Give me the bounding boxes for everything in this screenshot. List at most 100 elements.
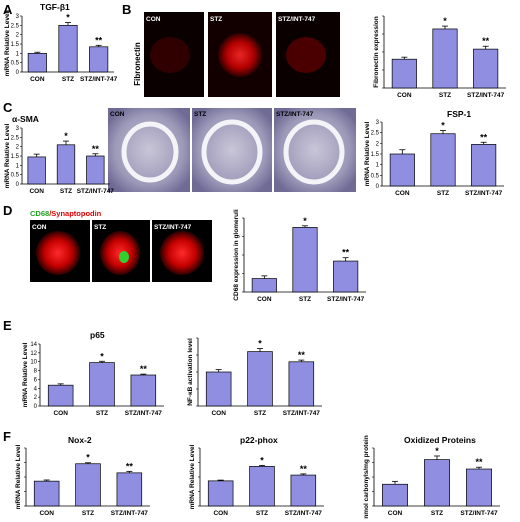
histology-glomerulus-con (121, 121, 179, 183)
chart-b-bar (432, 28, 458, 89)
chart-a-ytick-label: 0.5 (11, 61, 20, 67)
chart-a-category-label: STZ/INT-747 (80, 76, 118, 83)
chart-a-significance: ** (95, 35, 103, 45)
chart-b-category-label: STZ/INT-747 (467, 92, 505, 99)
chart-d: CD68 expression in glomeruli CON * STZ ** STZ… (233, 209, 366, 303)
fibronectin-row-label: Fibronectin (133, 42, 142, 86)
chart-f3: nmol carbonyls/mg protein Oxidized Protei… (363, 435, 500, 519)
chart-c2-ytick-label: 1 (376, 163, 380, 169)
chart-c2-ytick-label: 1.5 (371, 152, 380, 158)
chart-c2-bar (389, 153, 415, 187)
chart-e1-bar (130, 374, 157, 407)
cd68-title-green: CD68 (30, 209, 49, 218)
histology-label-stz-int747: STZ/INT-747 (276, 111, 314, 118)
chart-e2-significance: ** (298, 350, 306, 360)
chart-f1-title: Nox-2 (68, 435, 92, 445)
chart-f3-significance: ** (475, 457, 483, 467)
chart-f1-bar (75, 463, 101, 507)
chart-c2-title: FSP-1 (447, 109, 471, 119)
chart-d-category-label: STZ/INT-747 (327, 296, 365, 303)
chart-b-category-label: STZ (439, 92, 451, 99)
fibronectin-label-con: CON (146, 16, 161, 23)
chart-c1-ylabel: mRNA Relative Level (4, 123, 11, 188)
fibronectin-glomerulus-con (150, 37, 190, 73)
chart-e2-significance: * (258, 339, 262, 349)
chart-c2-category-label: STZ (437, 190, 449, 197)
fibronectin-glomerulus-stz-int747 (286, 37, 326, 73)
chart-e2-category-label: STZ (254, 410, 266, 417)
panel-letter-d: D (3, 203, 12, 218)
chart-e2-bar (288, 361, 315, 407)
chart-c2-bar (471, 144, 497, 187)
chart-a-category-label: CON (30, 76, 45, 83)
chart-c2-ytick-label: 3 (376, 120, 380, 126)
chart-a-ytick-label: 3 (16, 14, 20, 20)
chart-a-ytick-label: 2 (16, 33, 20, 39)
chart-a-ytick-label: 2.5 (11, 23, 20, 29)
chart-a-title: TGF-β1 (40, 2, 70, 12)
chart-b-bar (391, 58, 417, 89)
histology-glomerulus-stz (201, 119, 263, 185)
chart-e2-ylabel: NF-κB activation level (187, 338, 194, 406)
cd68-glomerulus-con (36, 231, 80, 275)
chart-f1-category-label: CON (39, 510, 54, 517)
cd68-title: CD68/Synaptopodin (30, 209, 102, 218)
chart-f1-category-label: STZ/INT-747 (111, 510, 149, 517)
cd68-positive-cells (119, 251, 129, 263)
histology-glomerulus-stz-int747 (283, 119, 345, 185)
panel-letter-c: C (3, 100, 13, 115)
chart-b-bar (473, 48, 499, 89)
chart-e1-ytick-label: 2 (34, 395, 38, 401)
chart-d-significance: ** (342, 248, 350, 258)
chart-e2-category-label: CON (211, 410, 226, 417)
chart-d-bar (251, 278, 277, 293)
chart-d-ylabel: CD68 expression in glomeruli (233, 209, 240, 301)
chart-f2-category-label: STZ (256, 510, 268, 517)
chart-a-ytick-label: 1.5 (11, 42, 20, 48)
histology-label-con: CON (110, 111, 125, 118)
chart-a-significance: * (66, 13, 70, 23)
chart-e1-ytick-label: 12 (30, 351, 37, 357)
chart-e2: NF-κB activation level CON * STZ ** STZ/INT-7… (187, 337, 322, 417)
chart-c1-ytick-label: 0.5 (11, 173, 20, 179)
chart-c2: 0 0.5 1 1.5 2 2.5 3 mRNA Relative Level FSP-1 CON… (364, 109, 504, 197)
cd68-label-con: CON (32, 224, 47, 231)
chart-e2-bar (205, 371, 232, 407)
panel-letter-b: B (122, 2, 131, 17)
cd68-glomerulus-stz (100, 231, 140, 275)
chart-f1: mRNA Relative Level Nox-2 CON * STZ ** STZ/INT… (15, 435, 150, 517)
chart-e2-bar (247, 351, 273, 407)
chart-f3-bar (424, 459, 450, 507)
cd68-glomerulus-stz-int747 (160, 231, 204, 275)
chart-a-ytick-label: 1 (16, 51, 20, 57)
chart-d-bar (333, 260, 359, 293)
sma-histology-images: CON STZ STZ/INT-747 (108, 108, 356, 192)
chart-c1-title: α-SMA (12, 114, 39, 124)
chart-e1-category-label: STZ (96, 410, 108, 417)
panel-letter-a: A (3, 2, 13, 17)
chart-f3-category-label: CON (388, 510, 403, 517)
chart-e1-title: p65 (90, 330, 105, 340)
chart-a-bar (27, 52, 47, 73)
chart-e1-bar (89, 362, 115, 407)
chart-d-category-label: CON (257, 296, 272, 303)
chart-f3-category-label: STZ/INT-747 (460, 510, 498, 517)
chart-c1-ytick-label: 1 (16, 163, 20, 169)
chart-c2-significance: * (441, 121, 445, 131)
chart-c1-category-label: STZ (60, 188, 72, 195)
chart-f2: mRNA Relative Level p22-phox CON * STZ ** STZ/… (189, 435, 324, 517)
cd68-title-red: /Synaptopodin (49, 209, 101, 218)
chart-f2-category-label: CON (213, 510, 228, 517)
chart-c1-bar (86, 155, 105, 185)
chart-f2-ylabel: mRNA Relative Level (189, 444, 196, 509)
chart-c2-ytick-label: 2 (376, 141, 380, 147)
chart-e1-ytick-label: 0 (34, 404, 38, 410)
cd68-label-stz-int747: STZ/INT-747 (154, 224, 192, 231)
chart-a-bar (58, 24, 78, 73)
chart-f3-significance: * (435, 446, 439, 456)
chart-f2-significance: * (260, 455, 264, 465)
chart-b: Fibronectin expression CON * STZ ** STZ/INT-7… (373, 15, 506, 99)
fibronectin-label-stz: STZ (210, 16, 222, 23)
chart-e1-significance: * (100, 351, 104, 361)
